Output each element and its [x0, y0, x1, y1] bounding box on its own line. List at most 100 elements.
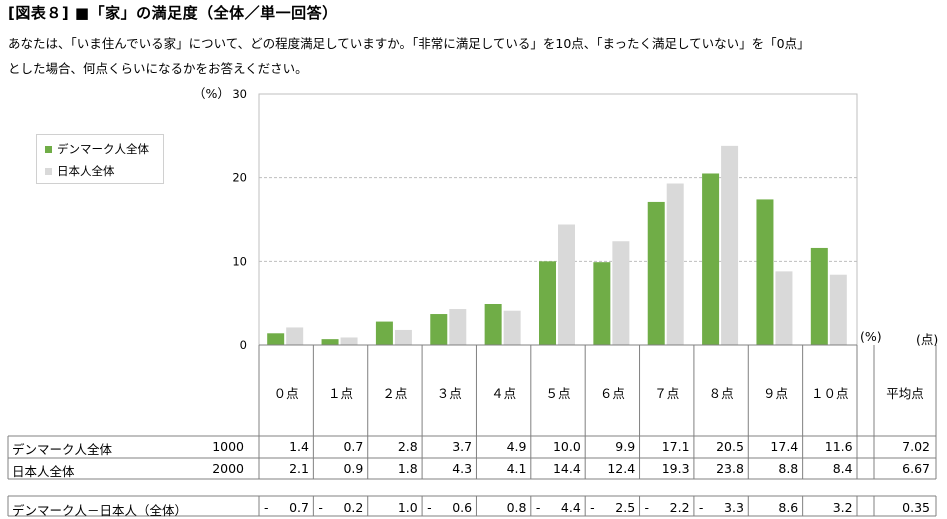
cell-denmark: 11.6	[824, 439, 853, 454]
bar-denmark	[647, 201, 665, 345]
cell-denmark: 17.4	[770, 439, 799, 454]
cell-japan: 4.1	[506, 461, 527, 476]
y-axis-unit: （%）	[193, 86, 230, 101]
cell-diff: 8.6	[778, 500, 799, 515]
category-header: ５点	[545, 386, 571, 401]
y-tick-label: 0	[240, 338, 247, 352]
category-header: ９点	[762, 386, 788, 401]
chart-legend: デンマーク人全体 日本人全体	[36, 134, 164, 184]
cell-japan: 0.9	[343, 461, 364, 476]
cell-diff: 2.2	[669, 500, 690, 515]
question-text-line2: とした場合、何点くらいになるかをお答えください。	[8, 61, 308, 76]
table-unit-percent: (%)	[860, 329, 882, 344]
legend-item-japan: 日本人全体	[45, 163, 115, 179]
cell-diff: 3.3	[724, 500, 744, 515]
y-tick-label: 30	[232, 87, 247, 101]
cell-japan: 23.8	[716, 461, 744, 476]
category-header: ８点	[708, 386, 734, 401]
bar-japan	[394, 329, 412, 345]
category-header: ７点	[654, 386, 680, 401]
table-unit-points: (点)	[916, 332, 939, 347]
legend-item-denmark: デンマーク人全体	[45, 141, 149, 157]
cell-japan: 1.8	[397, 461, 418, 476]
bar-denmark	[810, 247, 828, 345]
legend-swatch-denmark	[45, 145, 52, 153]
bar-japan	[449, 309, 467, 345]
cell-diff: 0.6	[452, 500, 473, 515]
bar-japan	[503, 310, 521, 345]
cell-diff: 0.2	[343, 500, 364, 515]
bar-denmark	[321, 339, 339, 345]
category-header: ６点	[599, 386, 625, 401]
y-tick-label: 10	[232, 254, 247, 268]
row-n-denmark: 1000	[212, 439, 244, 454]
question-text-line1: あなたは、「いま住んでいる家」について、どの程度満足していますか。「非常に満足し…	[8, 36, 810, 51]
avg-denmark: 7.02	[902, 439, 930, 454]
bar-denmark	[593, 262, 611, 345]
cell-japan: 14.4	[552, 461, 581, 476]
cell-denmark: 9.9	[615, 439, 636, 454]
figure-title: [図表８] ■「家」の満足度（全体／単一回答）	[8, 4, 338, 22]
row-n-japan: 2000	[212, 461, 244, 476]
cell-diff: 0.8	[506, 500, 527, 515]
cell-denmark: 1.4	[289, 439, 309, 454]
bar-japan	[829, 274, 847, 345]
bar-denmark	[539, 261, 556, 345]
cell-japan: 12.4	[607, 461, 636, 476]
category-header: ４点	[491, 386, 517, 401]
cell-diff-minus-sign: -	[590, 500, 595, 515]
bar-japan	[612, 241, 630, 345]
category-header: ２点	[382, 386, 408, 401]
category-header: １０点	[811, 386, 849, 401]
row-label-denmark: デンマーク人全体	[12, 442, 113, 457]
legend-label-japan: 日本人全体	[57, 164, 115, 178]
category-header: ３点	[436, 386, 462, 401]
cell-denmark: 0.7	[343, 439, 364, 454]
bar-japan	[558, 224, 575, 345]
cell-denmark: 4.9	[506, 439, 527, 454]
cell-diff-minus-sign: -	[264, 500, 269, 515]
bar-japan	[775, 271, 793, 345]
bar-japan	[666, 183, 684, 345]
bar-japan	[286, 327, 304, 345]
cell-japan: 4.3	[452, 461, 473, 476]
bar-denmark	[430, 314, 448, 345]
cell-japan: 2.1	[289, 461, 309, 476]
cell-diff: 4.4	[560, 500, 581, 515]
cell-japan: 19.3	[661, 461, 690, 476]
y-tick-label: 20	[232, 171, 247, 185]
cell-diff: 1.0	[397, 500, 418, 515]
cell-japan: 8.8	[778, 461, 799, 476]
cell-diff-minus-sign: -	[698, 500, 704, 515]
legend-swatch-japan	[45, 167, 52, 175]
avg-japan: 6.67	[902, 461, 930, 476]
cell-denmark: 20.5	[716, 439, 744, 454]
avg-header: 平均点	[886, 386, 924, 401]
cell-denmark: 17.1	[661, 439, 690, 454]
row-label-diff: デンマーク人－日本人（全体）	[12, 503, 188, 518]
category-header: １点	[328, 386, 354, 401]
cell-diff: 2.5	[615, 500, 636, 515]
cell-diff-minus-sign: -	[318, 500, 323, 515]
legend-label-denmark: デンマーク人全体	[57, 142, 149, 156]
cell-denmark: 3.7	[452, 439, 473, 454]
category-header: ０点	[273, 386, 299, 401]
cell-diff-minus-sign: -	[644, 500, 650, 515]
cell-denmark: 2.8	[397, 439, 418, 454]
bar-japan	[721, 145, 739, 345]
bar-denmark	[484, 304, 502, 345]
cell-denmark: 10.0	[552, 439, 581, 454]
bar-denmark	[375, 321, 393, 345]
bar-denmark	[756, 199, 774, 345]
bar-denmark	[702, 173, 720, 345]
cell-diff: 0.7	[289, 500, 309, 515]
cell-diff-minus-sign: -	[427, 500, 432, 515]
bar-denmark	[267, 333, 285, 345]
cell-japan: 8.4	[832, 461, 853, 476]
bar-japan	[340, 337, 358, 345]
cell-diff: 3.2	[832, 500, 853, 515]
avg-diff: 0.35	[902, 500, 930, 515]
cell-diff-minus-sign: -	[535, 500, 541, 515]
row-label-japan: 日本人全体	[12, 464, 75, 479]
